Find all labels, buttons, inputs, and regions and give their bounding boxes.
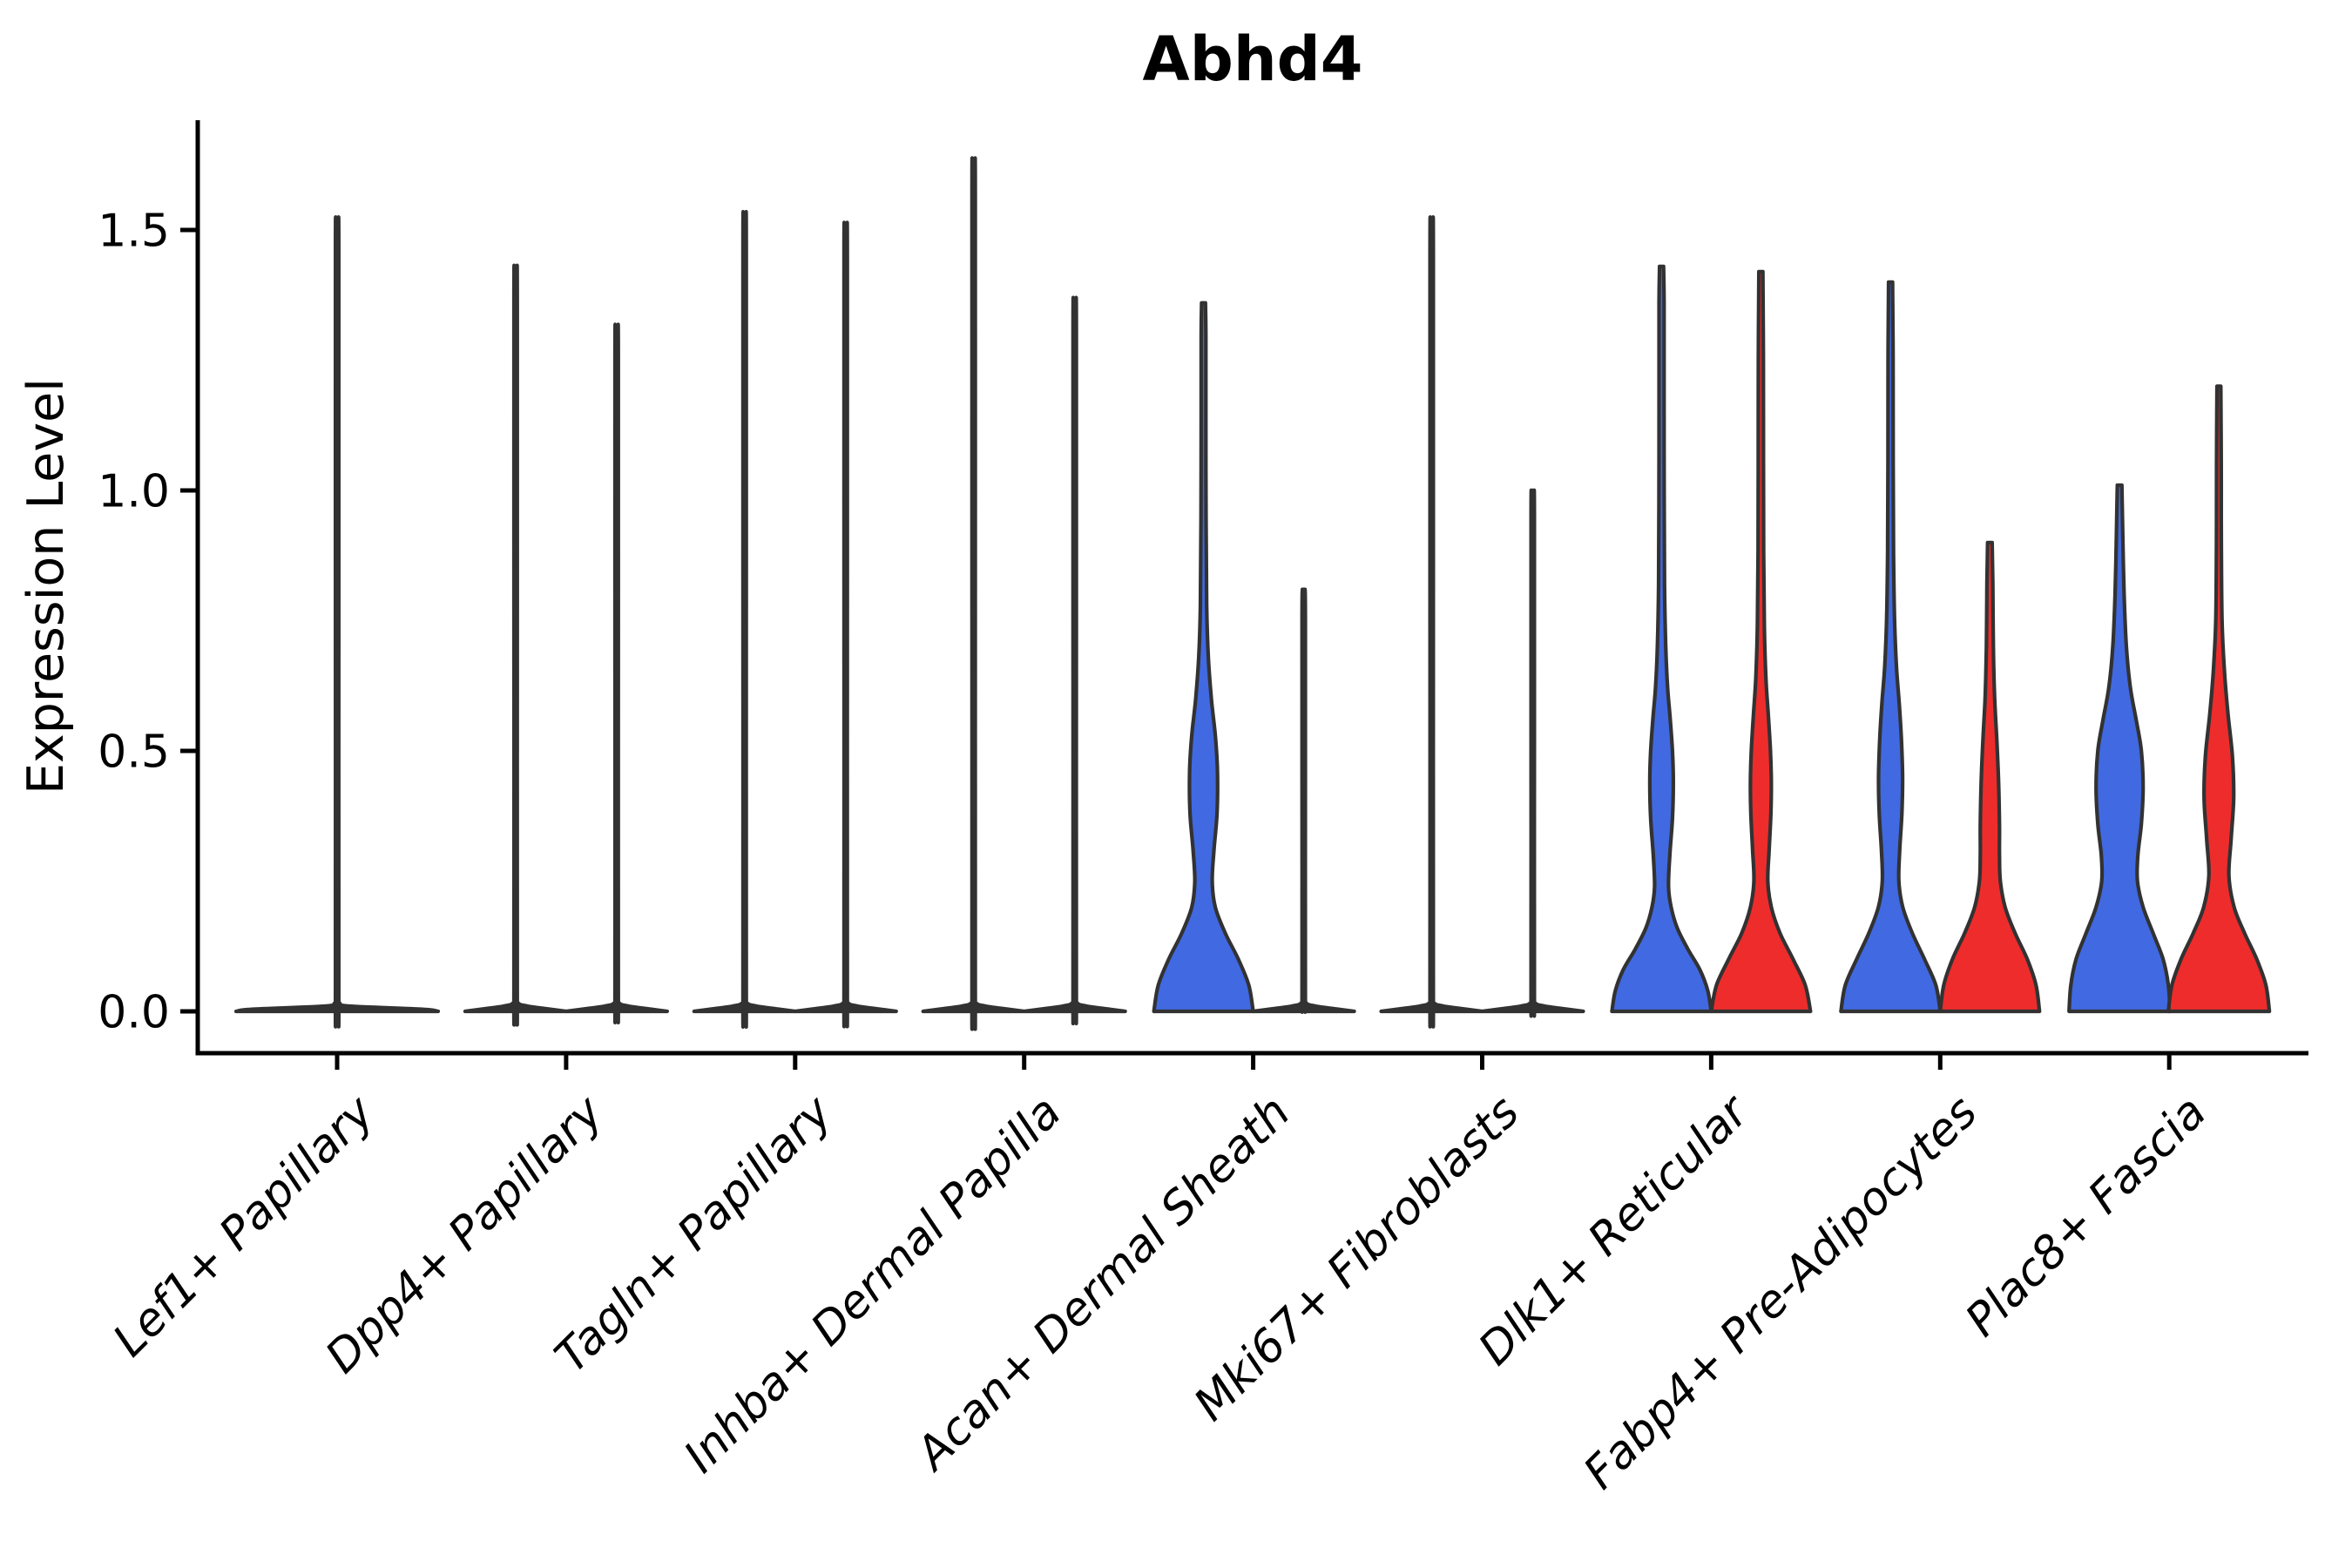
x-category-label-3: Inhba+ Dermal Papilla bbox=[674, 1086, 1071, 1484]
x-category-label-7: Fabp4+ Pre-Adipocytes bbox=[1574, 1086, 1988, 1500]
violin-4-right bbox=[1251, 587, 1356, 1014]
violin-6-right bbox=[1709, 269, 1813, 1014]
y-tick-label-1.0: 1.0 bbox=[98, 466, 170, 518]
violin-8-right bbox=[2166, 384, 2272, 1014]
violin-4-left bbox=[1152, 301, 1255, 1014]
violin-3-right bbox=[1022, 295, 1127, 1025]
violin-3-left bbox=[921, 156, 1026, 1031]
violin-7-right bbox=[1938, 540, 2042, 1014]
violin-6-left bbox=[1610, 264, 1713, 1014]
violin-2-right bbox=[793, 220, 898, 1029]
y-tick-label-1.5: 1.5 bbox=[98, 206, 170, 258]
violin-2-left bbox=[692, 209, 797, 1029]
y-tick-label-0.5: 0.5 bbox=[98, 727, 170, 779]
violin-7-left bbox=[1839, 280, 1943, 1014]
violin-0-full bbox=[233, 215, 441, 1029]
violin-5-right bbox=[1480, 488, 1585, 1018]
axes-layer bbox=[180, 120, 2308, 1070]
y-tick-label-0.0: 0.0 bbox=[98, 987, 170, 1039]
violin-1-right bbox=[564, 322, 669, 1024]
violin-1-left bbox=[463, 263, 568, 1027]
y-axis-title: Expression Level bbox=[17, 378, 75, 794]
violins-layer bbox=[233, 156, 2272, 1031]
x-category-label-4: Acan+ Dermal Sheath bbox=[905, 1086, 1301, 1482]
violin-5-left bbox=[1379, 215, 1484, 1029]
x-category-label-8: Plac8+ Fascia bbox=[1956, 1086, 2216, 1347]
chart-title: Abhd4 bbox=[1143, 24, 1363, 95]
violin-8-left bbox=[2067, 483, 2173, 1014]
